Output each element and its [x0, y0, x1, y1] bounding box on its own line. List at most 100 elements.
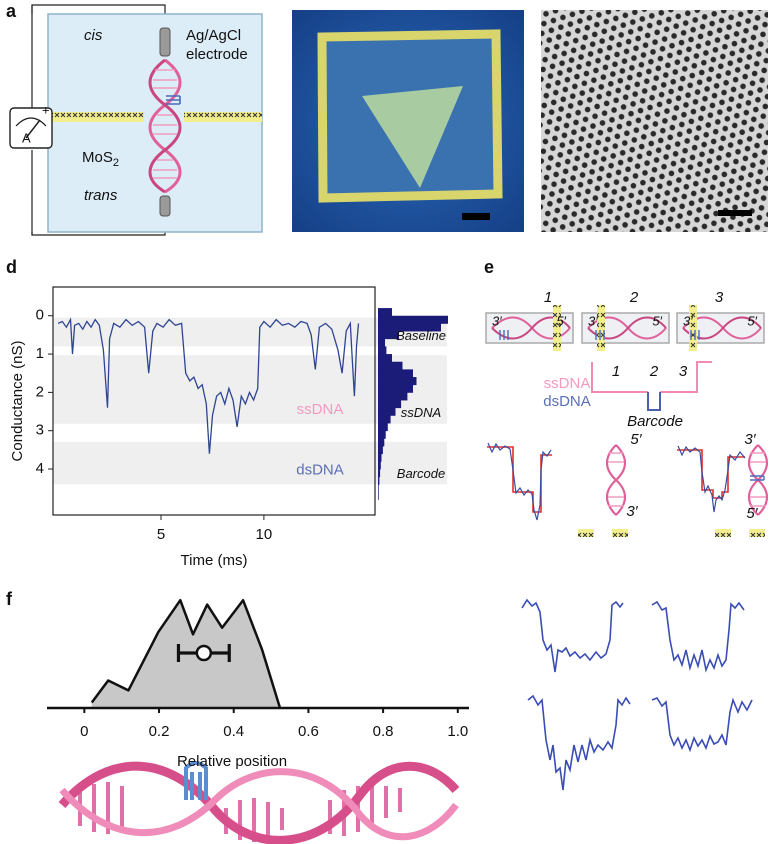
annotation: dsDNA [296, 461, 344, 478]
histogram-bar [378, 392, 408, 401]
membrane [749, 529, 765, 537]
histogram-bar [378, 354, 392, 363]
membrane [715, 529, 731, 537]
hairpin [690, 330, 700, 340]
dna-helix [148, 58, 182, 194]
raw-trace [487, 442, 552, 521]
strand-end: 3′ [626, 503, 638, 520]
x-tick-label: 5 [157, 526, 165, 543]
histogram-bar [378, 315, 448, 324]
membrane-label-main: MoS [82, 149, 113, 166]
membrane [597, 305, 605, 351]
step-profile [591, 361, 712, 393]
column-label: 2 [629, 289, 639, 306]
membrane [689, 305, 697, 351]
band [53, 441, 447, 485]
y-tick-label: 3 [36, 422, 44, 439]
event-trace [521, 598, 624, 673]
step-label: 3 [679, 363, 688, 380]
hairpin [750, 475, 765, 481]
annotation: ssDNA [297, 401, 344, 418]
step-label: 1 [612, 363, 620, 380]
strand [605, 444, 627, 516]
membrane [612, 529, 628, 537]
strand-end: 5′ [746, 505, 758, 522]
membrane-label: MoS2 [82, 149, 119, 169]
electrode [159, 27, 171, 57]
raw-trace [677, 445, 746, 513]
hairpin [595, 330, 605, 340]
plot-frame [52, 286, 376, 516]
hairpin [184, 761, 208, 800]
strand-end: 5′ [747, 313, 757, 328]
histogram-bar [378, 469, 381, 478]
ammeter-needle [25, 119, 41, 139]
strand-end: 5′ [630, 431, 642, 448]
histogram-bar [378, 461, 381, 470]
panel-label: a [6, 1, 17, 21]
cis-label: cis [84, 27, 103, 44]
x-tick-label: 1.0 [447, 723, 468, 740]
x-tick-label: 0 [80, 723, 88, 740]
scale-bar [462, 213, 490, 220]
panel-c-image [541, 10, 768, 232]
ammeter [9, 107, 53, 149]
flake [362, 86, 463, 188]
barcode-label: Barcode [627, 413, 683, 430]
electrode [159, 195, 171, 217]
strand-end: 3′ [588, 313, 598, 328]
scale-bar [718, 210, 752, 216]
event-thumbnails [521, 598, 753, 791]
histogram-bar [378, 407, 396, 416]
base-pairs [750, 452, 766, 507]
ribbon [58, 761, 460, 844]
y-tick-label: 4 [36, 460, 44, 477]
x-tick-label: 0.8 [373, 723, 394, 740]
x-axis-label: Time (ms) [181, 552, 248, 569]
histogram-bar [378, 400, 402, 409]
panel-label: f [6, 589, 13, 609]
band-label: Barcode [397, 466, 445, 481]
x-tick-label: 0.4 [223, 723, 244, 740]
hairpin [499, 330, 509, 340]
histogram-bar [378, 346, 387, 355]
strand-end: 5′ [652, 313, 662, 328]
hairpin [166, 95, 181, 105]
base-pairs [608, 452, 624, 507]
y-tick-label: 0 [36, 307, 44, 324]
ammeter-sign: + [42, 102, 50, 117]
membrane-label-sub: 2 [113, 157, 119, 169]
chamber [47, 13, 263, 233]
membrane [553, 305, 561, 351]
histogram-bar [378, 361, 403, 370]
strand [148, 58, 182, 194]
band-label: Baseline [396, 328, 446, 343]
histogram-bar [378, 430, 386, 439]
strand-end: 3′ [744, 431, 756, 448]
electrode-label: Ag/AgCl [186, 27, 241, 44]
membrane [20, 112, 144, 122]
ribbon [59, 768, 459, 841]
fit-trace [677, 449, 745, 499]
panel-label: e [484, 257, 494, 277]
histogram-bar [378, 384, 413, 393]
strand [148, 58, 182, 194]
histogram-bar [378, 331, 399, 340]
x-tick-label: 0.6 [298, 723, 319, 740]
legend-ssdna: ssDNA [544, 375, 591, 392]
histogram-bar [378, 308, 392, 317]
event-trace [527, 694, 631, 791]
membrane [184, 112, 262, 122]
strand-end: 3′ [683, 313, 693, 328]
trans-label: trans [84, 187, 118, 204]
ammeter-scale [15, 117, 47, 127]
ammeter-label: A [22, 130, 31, 145]
panel-b-image [292, 10, 524, 232]
histogram-bar [378, 446, 383, 455]
histogram-bar [378, 453, 382, 462]
event-trace [651, 697, 753, 753]
strand-end: 3′ [492, 313, 502, 328]
x-tick-label: 10 [256, 526, 273, 543]
area-outline [90, 598, 282, 709]
